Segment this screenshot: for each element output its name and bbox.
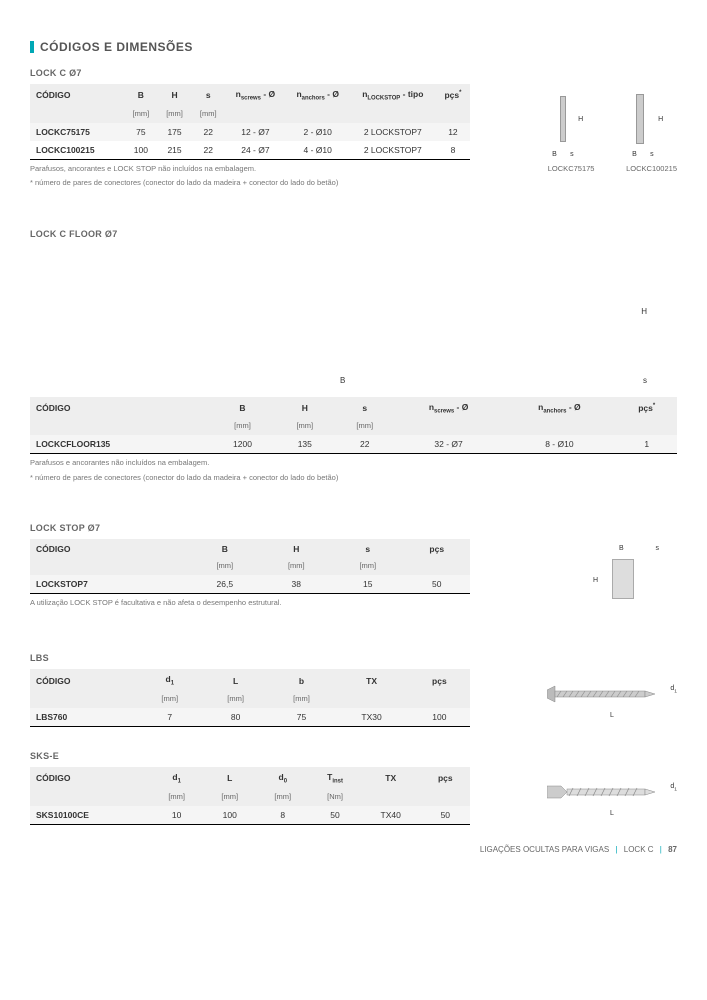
table-row: LOCKC75175 75 175 22 12 - Ø7 2 - Ø10 2 L…	[30, 123, 470, 141]
product-icon-2: H B s	[626, 88, 676, 158]
unit-mm: [mm]	[191, 107, 225, 123]
col-tinst: Tinst	[309, 767, 361, 790]
col-l: L	[203, 767, 256, 790]
col-pcs: pçs	[421, 767, 470, 790]
col-h: H	[275, 397, 335, 420]
col-l: L	[203, 669, 269, 692]
col-b: B	[124, 84, 158, 107]
col-s: s	[332, 539, 403, 559]
col-nlock: nLOCKSTOP - tipo	[350, 84, 436, 107]
col-pcs: pçs*	[616, 397, 677, 420]
table-row: SKS10100CE 10 100 8 50 TX40 50	[30, 806, 470, 825]
sks-screw-icon: d1 L	[547, 767, 677, 817]
col-d1: d1	[137, 669, 203, 692]
col-nscrews: nscrews - Ø	[225, 84, 286, 107]
col-nscrews: nscrews - Ø	[395, 397, 503, 420]
footer-page: 87	[668, 845, 677, 854]
col-h: H	[158, 84, 192, 107]
table-sks: CÓDIGO d1 L d0 Tinst TX pçs [mm] [mm] [m…	[30, 767, 470, 825]
col-d1: d1	[150, 767, 203, 790]
note-1b: * número de pares de conectores (conecto…	[30, 178, 470, 189]
floor-illustration: H B s	[30, 245, 677, 395]
product-icon-1: H B s	[546, 88, 596, 158]
unit-mm: [mm]	[124, 107, 158, 123]
col-codigo: CÓDIGO	[30, 539, 189, 559]
col-codigo: CÓDIGO	[30, 84, 124, 107]
lbs-screw-icon: d1 L	[547, 669, 677, 719]
sub-title-1: LOCK C Ø7	[30, 68, 677, 78]
col-codigo: CÓDIGO	[30, 767, 150, 790]
sub-title-3: LOCK STOP Ø7	[30, 523, 677, 533]
col-tx: TX	[361, 767, 421, 790]
table-row: LOCKCFLOOR135 1200 135 22 32 - Ø7 8 - Ø1…	[30, 435, 677, 454]
col-h: H	[261, 539, 332, 559]
col-pcs: pçs	[404, 539, 470, 559]
table-row: LOCKSTOP7 26,5 38 15 50	[30, 575, 470, 594]
footer-product: LOCK C	[624, 845, 654, 854]
icon-label-1: LOCKC75175	[546, 164, 596, 173]
table-lockstop: CÓDIGO B H s pçs [mm] [mm] [mm] LOCKSTOP…	[30, 539, 470, 594]
section-title: CÓDIGOS E DIMENSÕES	[30, 40, 677, 54]
note-2a: Parafusos e ancorantes não incluídos na …	[30, 458, 677, 469]
col-tx: TX	[334, 669, 408, 692]
table-row: LOCKC100215 100 215 22 24 - Ø7 4 - Ø10 2…	[30, 141, 470, 160]
note-2b: * número de pares de conectores (conecto…	[30, 473, 677, 484]
col-s: s	[335, 397, 395, 420]
table-lbs: CÓDIGO d1 L b TX pçs [mm] [mm] [mm] LB	[30, 669, 470, 727]
sub-title-5: SKS-E	[30, 751, 677, 761]
col-b: b	[269, 669, 335, 692]
col-b: B	[210, 397, 275, 420]
note-3: A utilização LOCK STOP é facultativa e n…	[30, 598, 470, 609]
lockstop-icon: B s H	[587, 539, 677, 629]
sub-title-4: LBS	[30, 653, 677, 663]
col-d0: d0	[256, 767, 309, 790]
unit-mm: [mm]	[158, 107, 192, 123]
col-b: B	[189, 539, 260, 559]
col-nanchors: nanchors - Ø	[286, 84, 350, 107]
table-row: LBS760 7 80 75 TX30 100	[30, 708, 470, 727]
footer-sep: |	[615, 845, 617, 854]
icon-label-2: LOCKC100215	[626, 164, 677, 173]
col-codigo: CÓDIGO	[30, 669, 137, 692]
col-codigo: CÓDIGO	[30, 397, 210, 420]
footer-category: LIGAÇÕES OCULTAS PARA VIGAS	[480, 845, 609, 854]
table-lockcfloor: CÓDIGO B H s nscrews - Ø nanchors - Ø pç…	[30, 397, 677, 455]
accent-bar	[30, 41, 34, 53]
note-1a: Parafusos, ancorantes e LOCK STOP não in…	[30, 164, 470, 175]
col-pcs: pçs	[409, 669, 470, 692]
col-nanchors: nanchors - Ø	[502, 397, 616, 420]
product-icons: H B s LOCKC75175 H B s LOCKC100215	[546, 84, 677, 173]
col-pcs: pçs*	[436, 84, 470, 107]
page-footer: LIGAÇÕES OCULTAS PARA VIGAS | LOCK C | 8…	[30, 845, 677, 854]
footer-sep: |	[660, 845, 662, 854]
col-s: s	[191, 84, 225, 107]
section-title-text: CÓDIGOS E DIMENSÕES	[40, 40, 193, 54]
sub-title-2: LOCK C FLOOR Ø7	[30, 229, 677, 239]
table-lockc: CÓDIGO B H s nscrews - Ø nanchors - Ø nL…	[30, 84, 470, 160]
